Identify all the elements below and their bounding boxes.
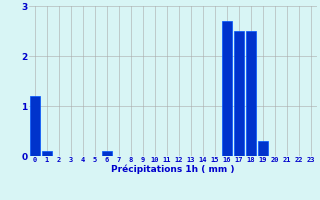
Bar [246,31,256,156]
Bar [42,151,52,156]
Bar [222,21,232,156]
Bar [30,96,40,156]
Bar [102,151,112,156]
Bar [258,141,268,156]
Bar [234,31,244,156]
X-axis label: Précipitations 1h ( mm ): Précipitations 1h ( mm ) [111,165,235,174]
